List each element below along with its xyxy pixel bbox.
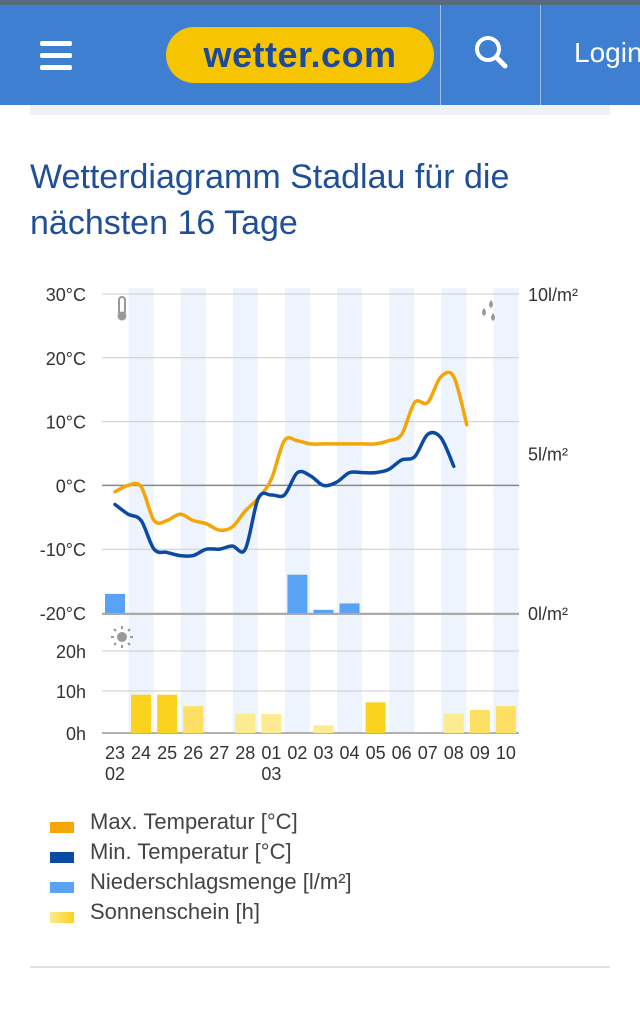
legend-label: Niederschlagsmenge [l/m²] [90,869,352,894]
header-divider [440,5,441,105]
temp-axis-label: 20°C [46,349,86,369]
legend-swatch-sunshine [50,912,74,923]
day-band [389,288,415,733]
temp-axis-label: 10°C [46,413,86,433]
sun-icon [111,626,133,648]
x-month-label: 02 [105,764,125,784]
sunshine-bar [131,694,152,733]
x-tick-label: 25 [157,743,177,763]
thermometer-icon [117,296,127,321]
raindrops-icon [482,300,495,321]
sun-axis-label: 10h [56,682,86,702]
sunshine-bar [157,694,178,733]
legend-swatch-precipitation [50,882,74,893]
min-temp-line [113,430,456,558]
menu-button[interactable] [28,33,84,77]
sunshine-bars [131,694,516,733]
search-button[interactable] [442,5,540,105]
day-bands [128,288,519,733]
temp-axis-label: -20°C [40,604,86,624]
x-tick-label: 06 [392,743,412,763]
x-month-label: 03 [261,764,281,784]
weather-chart: 30°C 20°C 10°C 0°C -10°C -20°C 10l/m² 5l/m² 0l/m… [40,285,578,784]
x-tick-label: 02 [287,743,307,763]
header-divider [540,5,541,105]
x-tick-label: 08 [444,743,464,763]
sunshine-bar [495,706,516,733]
x-tick-label: 23 [105,743,125,763]
x-tick-label: 05 [366,743,386,763]
legend-label: Min. Temperatur [°C] [90,839,292,864]
sunshine-bar [469,710,490,733]
sunshine-bar [261,713,282,733]
temp-axis-label: 30°C [46,285,86,305]
x-tick-label: 04 [340,743,360,763]
max-temp-line [113,370,469,533]
sunshine-bar [235,713,256,733]
day-band [337,288,363,733]
precipitation-bar [313,609,334,613]
x-tick-label: 09 [470,743,490,763]
sun-axis-label: 0h [66,724,86,744]
x-tick-label: 01 [261,743,281,763]
precipitation-bar [339,603,360,613]
precipitation-bar [105,593,125,613]
sunshine-bar [365,702,386,733]
temperature-lines [113,370,469,558]
precipitation-bar [287,574,308,613]
legend-swatch-max-temp [50,822,74,833]
day-band [284,288,310,733]
x-tick-label: 28 [235,743,255,763]
x-tick-label: 10 [496,743,516,763]
status-strip [0,0,640,5]
page-title: Wetterdiagramm Stadlau für die nächsten … [30,158,510,242]
hamburger-icon-bar [40,53,72,58]
legend-label: Max. Temperatur [°C] [90,809,298,834]
temp-axis-label: 0°C [56,476,86,496]
sunshine-bar [183,706,204,733]
day-band [493,288,519,733]
sun-axis-label: 20h [56,642,86,662]
content-top-strip [30,105,610,115]
sunshine-bar [443,713,464,733]
precip-axis-label: 0l/m² [528,604,568,624]
axis-labels: 30°C 20°C 10°C 0°C -10°C -20°C 10l/m² 5l/m² 0l/m… [40,285,578,784]
x-tick-label: 26 [183,743,203,763]
precip-axis-label: 10l/m² [528,285,578,305]
hamburger-icon-bar [40,41,72,46]
x-tick-label: 07 [418,743,438,763]
temp-axis-label: -10°C [40,540,86,560]
legend-label: Sonnenschein [h] [90,899,261,924]
x-tick-label: 24 [131,743,151,763]
x-tick-label: 03 [313,743,333,763]
logo[interactable]: wetter.com [166,27,434,83]
site-header: wetter.com Login [0,5,640,105]
day-band [441,288,467,733]
x-tick-label: 27 [209,743,229,763]
bottom-divider [30,966,610,968]
hamburger-icon-bar [40,65,72,70]
search-icon [475,36,508,69]
login-button[interactable]: Login [574,37,640,68]
chart-icons [111,296,495,648]
precip-axis-label: 5l/m² [528,445,568,465]
sunshine-bar [313,725,334,733]
legend-swatch-min-temp [50,852,74,863]
precipitation-bars [105,574,360,613]
day-band [180,288,206,733]
